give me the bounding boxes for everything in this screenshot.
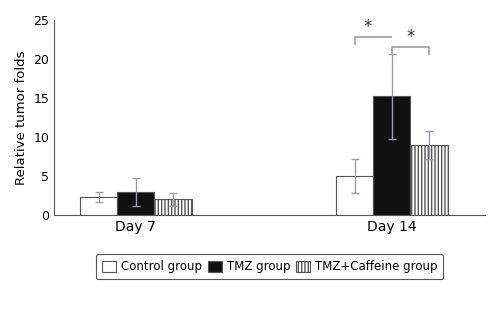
Bar <box>154 199 192 215</box>
Y-axis label: Relative tumor folds: Relative tumor folds <box>15 50 28 185</box>
Bar <box>336 176 373 215</box>
Text: *: * <box>406 28 414 46</box>
Text: *: * <box>364 18 372 36</box>
Bar <box>80 197 117 215</box>
Bar <box>373 97 410 215</box>
Bar <box>117 191 154 215</box>
Bar <box>410 145 448 215</box>
Legend: Control group, TMZ group, TMZ+Caffeine group: Control group, TMZ group, TMZ+Caffeine g… <box>96 254 444 279</box>
